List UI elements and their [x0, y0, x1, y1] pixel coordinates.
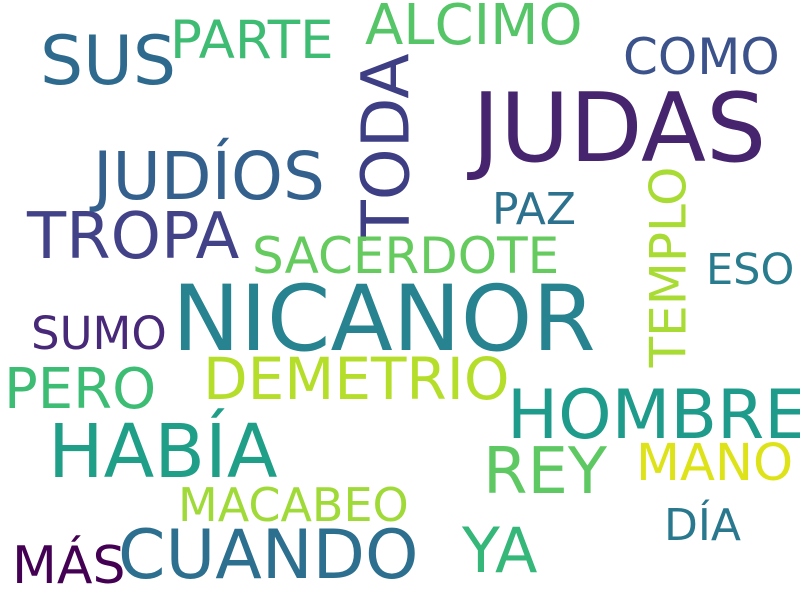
word-eso: ESO: [706, 245, 795, 295]
word-sacerdote: SACERDOTE: [252, 227, 560, 285]
word-mano: MANO: [636, 434, 794, 493]
word-mas: MÁS: [12, 536, 126, 596]
word-sus: SUS: [40, 22, 177, 101]
word-judas: JUDAS: [472, 74, 767, 184]
word-pero: PERO: [4, 357, 157, 422]
word-parte: PARTE: [170, 10, 334, 71]
word-habia: HABÍA: [48, 409, 278, 495]
word-hombre: HOMBRE: [507, 376, 800, 455]
word-alcimo: ALCIMO: [365, 0, 583, 58]
word-tropa: TROPA: [27, 200, 240, 274]
word-ya: YA: [462, 514, 538, 587]
word-demetrio: DEMETRIO: [203, 345, 510, 413]
word-dia: DÍA: [664, 500, 741, 551]
word-como: COMO: [623, 28, 780, 86]
word-toda: TODA: [347, 53, 425, 241]
word-templo: TEMPLO: [639, 166, 698, 368]
word-paz: PAZ: [492, 184, 576, 235]
word-macabeo: MACABEO: [178, 478, 409, 532]
word-rey: REY: [483, 435, 607, 509]
word-sumo: SUMO: [31, 307, 167, 360]
word-judios: JUDÍOS: [93, 138, 325, 215]
word-nicanor: NICANOR: [172, 267, 596, 372]
word-cuando: CUANDO: [118, 516, 419, 595]
